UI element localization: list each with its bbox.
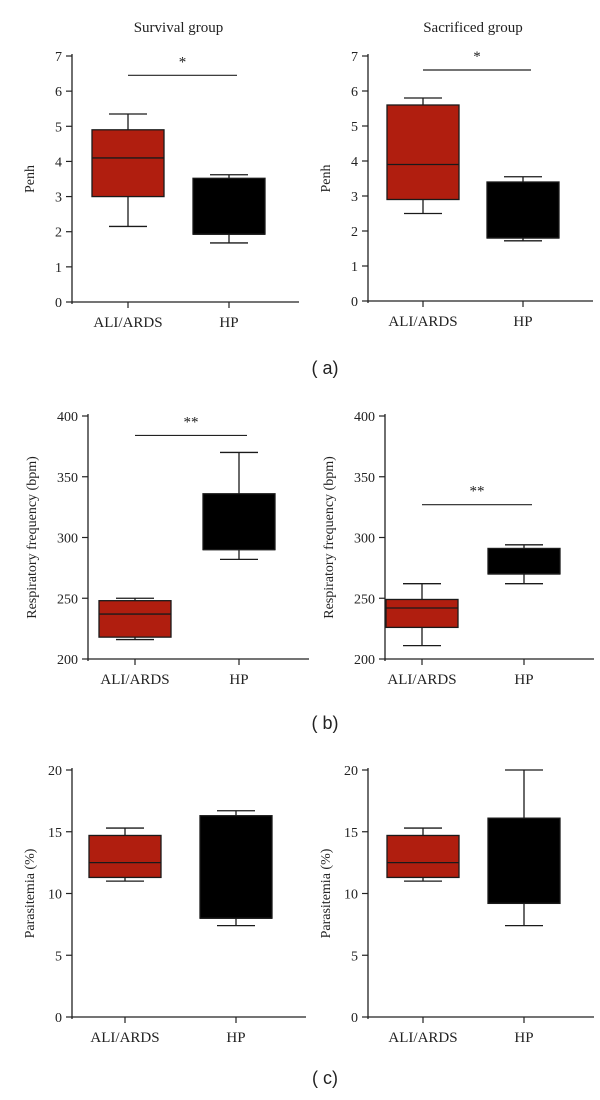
x-tick-label: ALI/ARDS xyxy=(388,1030,457,1046)
y-tick-label: 200 xyxy=(354,653,375,668)
y-axis-label: Penh xyxy=(23,165,38,193)
significance-label: ** xyxy=(184,414,199,430)
box-hp xyxy=(486,176,560,242)
y-tick-label: 5 xyxy=(55,949,62,964)
y-tick-label: 6 xyxy=(55,85,62,100)
y-tick-label: 20 xyxy=(344,764,358,779)
y-tick-label: 400 xyxy=(57,410,78,425)
box-iqr xyxy=(487,817,561,905)
significance-label: ** xyxy=(470,484,485,500)
y-tick-label: 10 xyxy=(48,888,62,903)
y-tick-label: 4 xyxy=(55,155,62,170)
box-hp xyxy=(487,769,561,927)
box-ali-ards xyxy=(98,597,172,641)
box-iqr xyxy=(385,598,459,629)
x-tick-label: HP xyxy=(219,315,238,331)
y-tick-label: 15 xyxy=(344,826,358,841)
chart-panel-4: 200 250 300 350 400 Respiratory frequency (bp… xyxy=(322,410,594,688)
x-tick-label: ALI/ARDS xyxy=(93,315,162,331)
y-tick-label: 300 xyxy=(57,532,78,547)
box-hp xyxy=(199,810,273,927)
y-tick-label: 1 xyxy=(55,261,62,276)
y-tick-label: 250 xyxy=(354,592,375,607)
y-tick-label: 2 xyxy=(55,226,62,241)
x-tick-label: HP xyxy=(226,1030,245,1046)
significance-label: * xyxy=(473,49,481,65)
y-axis-label: Penh xyxy=(319,165,334,193)
significance-label: * xyxy=(179,54,187,70)
chart-panel-2: Sacrificed group 0 1 2 3 4 5 6 7 Penh ALI/ARDS HP * xyxy=(319,20,593,330)
box-iqr xyxy=(91,129,165,198)
box-iqr xyxy=(486,181,560,239)
y-tick-label: 2 xyxy=(351,225,358,240)
box-ali-ards xyxy=(385,583,459,647)
y-tick-label: 0 xyxy=(55,296,62,311)
chart-title: Survival group xyxy=(134,20,224,36)
y-tick-label: 10 xyxy=(344,888,358,903)
box-ali-ards xyxy=(386,827,460,882)
x-tick-label: ALI/ARDS xyxy=(100,672,169,688)
y-tick-label: 5 xyxy=(351,120,358,135)
y-tick-label: 0 xyxy=(351,1011,358,1026)
y-tick-label: 300 xyxy=(354,532,375,547)
y-tick-label: 0 xyxy=(55,1011,62,1026)
y-tick-label: 7 xyxy=(55,50,62,65)
y-tick-label: 350 xyxy=(354,471,375,486)
chart-panel-3: 200 250 300 350 400 Respiratory frequency (bp… xyxy=(25,410,309,688)
y-tick-label: 5 xyxy=(55,120,62,135)
y-tick-label: 5 xyxy=(351,949,358,964)
panel-label-a: ( a) xyxy=(312,358,339,378)
x-tick-label: ALI/ARDS xyxy=(387,672,456,688)
box-iqr xyxy=(88,834,162,879)
box-iqr xyxy=(199,815,273,919)
y-tick-label: 15 xyxy=(48,826,62,841)
y-tick-label: 4 xyxy=(351,155,358,170)
box-iqr xyxy=(386,834,460,879)
y-axis-label: Parasitemia (%) xyxy=(23,848,38,938)
y-tick-label: 350 xyxy=(57,471,78,486)
box-ali-ards xyxy=(386,97,460,215)
box-hp xyxy=(192,174,266,244)
panel-label-c: ( c) xyxy=(312,1068,338,1088)
y-tick-label: 3 xyxy=(55,191,62,206)
x-tick-label: HP xyxy=(229,672,248,688)
chart-panel-5: 0 5 10 15 20 Parasitemia (%) ALI/ARDS HP xyxy=(23,764,306,1046)
y-axis-label: Respiratory frequency (bpm) xyxy=(25,456,40,619)
y-tick-label: 400 xyxy=(354,410,375,425)
y-tick-label: 1 xyxy=(351,260,358,275)
chart-panel-6: 0 5 10 15 20 Parasitemia (%) ALI/ARDS HP xyxy=(319,764,594,1046)
box-iqr xyxy=(386,104,460,201)
chart-title: Sacrificed group xyxy=(423,20,523,36)
y-tick-label: 0 xyxy=(351,295,358,310)
box-iqr xyxy=(192,177,266,235)
box-iqr xyxy=(202,493,276,551)
chart-panel-1: Survival group 0 1 2 3 4 5 6 7 Penh ALI/ARDS HP * xyxy=(23,20,299,331)
y-tick-label: 250 xyxy=(57,592,78,607)
panel-label-b: ( b) xyxy=(312,713,339,733)
x-tick-label: HP xyxy=(513,314,532,330)
x-tick-label: HP xyxy=(514,1030,533,1046)
y-axis-label: Parasitemia (%) xyxy=(319,848,334,938)
x-tick-label: ALI/ARDS xyxy=(90,1030,159,1046)
y-tick-label: 20 xyxy=(48,764,62,779)
y-tick-label: 7 xyxy=(351,50,358,65)
x-tick-label: ALI/ARDS xyxy=(388,314,457,330)
box-ali-ards xyxy=(88,827,162,882)
box-hp xyxy=(202,451,276,561)
y-axis-label: Respiratory frequency (bpm) xyxy=(322,456,337,619)
y-tick-label: 6 xyxy=(351,85,358,100)
box-hp xyxy=(487,544,561,585)
box-iqr xyxy=(98,600,172,638)
box-ali-ards xyxy=(91,113,165,228)
box-iqr xyxy=(487,547,561,575)
y-tick-label: 3 xyxy=(351,190,358,205)
x-tick-label: HP xyxy=(514,672,533,688)
y-tick-label: 200 xyxy=(57,653,78,668)
